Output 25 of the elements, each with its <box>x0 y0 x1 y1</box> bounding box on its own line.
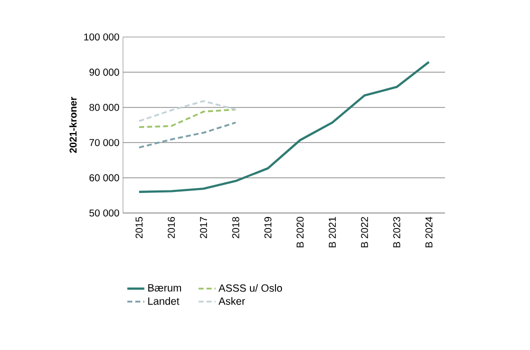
x-tick-label: 2017 <box>200 217 208 238</box>
x-tick-label: B 2023 <box>393 216 400 248</box>
y-tick-label: 90 000 <box>89 68 120 76</box>
x-tick-label: B 2020 <box>296 216 304 248</box>
line-series <box>138 108 237 128</box>
x-tick-label: 2019 <box>264 216 272 238</box>
y-tick-label: 70 000 <box>90 139 120 146</box>
x-tick-label: 2016 <box>168 216 175 238</box>
y-tick-label: 60 000 <box>90 174 120 182</box>
x-tick-label: B 2022 <box>360 217 368 248</box>
y-axis-title: 2021-kroner <box>69 96 77 153</box>
x-tick-label: B 2021 <box>328 217 336 248</box>
y-tick-label: 80 000 <box>89 104 120 111</box>
line-series <box>138 60 430 193</box>
legend-label: ASSS u/ Oslo <box>218 284 282 292</box>
x-tick-label: 2015 <box>136 216 143 238</box>
y-tick-label: 100 000 <box>84 33 120 41</box>
x-tick-label: 2018 <box>232 216 240 238</box>
legend-label: Asker <box>218 297 246 305</box>
y-tick-label: 50 000 <box>89 209 120 217</box>
line-series <box>138 100 237 122</box>
legend-label: Landet <box>148 297 180 305</box>
line-series <box>138 122 237 148</box>
legend-label: Bærum <box>148 284 181 292</box>
x-tick-label: B 2024 <box>425 216 432 248</box>
